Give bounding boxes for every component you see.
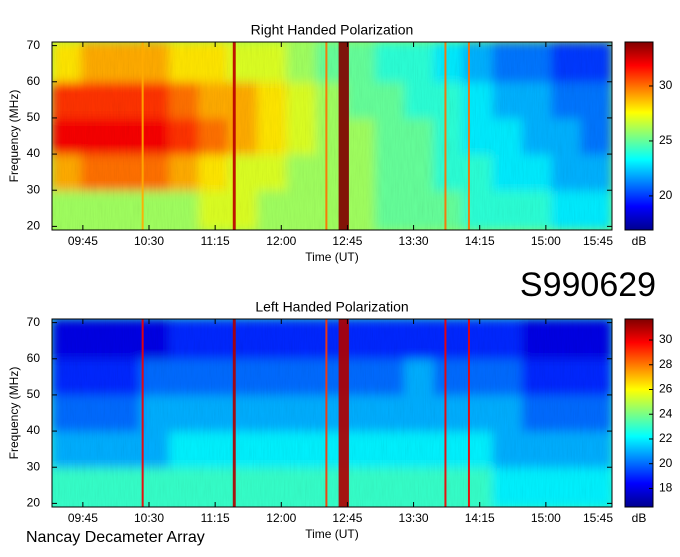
y-tick-label: 40 [27, 423, 41, 437]
y-tick-label: 60 [27, 74, 41, 88]
x-tick-label: 13:30 [399, 511, 429, 525]
plot-area [52, 42, 612, 230]
burst [232, 319, 236, 507]
observation-id: S990629 [520, 266, 656, 304]
burst [325, 42, 328, 230]
y-tick-label: 30 [27, 459, 41, 473]
colorbar-tick-label: 30 [659, 332, 673, 346]
x-tick-label: 15:45 [583, 234, 613, 248]
credit: Nancay Decameter Array [26, 529, 205, 546]
x-tick-label: 09:45 [68, 511, 98, 525]
burst [467, 42, 470, 230]
texture [52, 42, 612, 230]
x-tick-label: 10:30 [134, 511, 164, 525]
burst [444, 42, 447, 230]
y-axis-label: Frequency (MHz) [7, 367, 21, 460]
x-tick-label: 12:45 [332, 511, 362, 525]
y-tick-label: 30 [27, 182, 41, 196]
y-tick-label: 50 [27, 387, 41, 401]
colorbar [624, 41, 654, 231]
burst [444, 319, 447, 507]
colorbar-tick-label: 20 [659, 188, 673, 202]
burst [338, 319, 349, 507]
burst [325, 319, 328, 507]
plot-frame [51, 41, 613, 231]
texture [52, 319, 612, 507]
y-axis-label: Frequency (MHz) [7, 90, 21, 183]
colorbar-tick-label: 30 [659, 78, 673, 92]
colorbar-tick-label: 22 [659, 431, 673, 445]
colorbar-tick-label: 18 [659, 481, 673, 495]
x-axis-label: Time (UT) [305, 527, 359, 541]
x-tick-label: 14:15 [465, 234, 495, 248]
x-tick-label: 11:15 [201, 234, 230, 248]
colorbar-label: dB [632, 511, 647, 525]
plot-area [52, 319, 612, 507]
colorbar-tick-label: 28 [659, 357, 673, 371]
x-axis-label: Time (UT) [305, 250, 359, 264]
colorbar-label: dB [632, 234, 647, 248]
colorbar [624, 318, 654, 508]
x-tick-label: 11:15 [201, 511, 230, 525]
x-tick-label: 12:00 [266, 511, 296, 525]
x-tick-label: 12:45 [332, 234, 362, 248]
burst [141, 42, 144, 230]
y-tick-label: 20 [27, 496, 41, 510]
plot-frame [51, 318, 613, 508]
colorbar-tick-label: 20 [659, 456, 673, 470]
y-tick-label: 70 [27, 38, 41, 52]
colorbar-tick-label: 26 [659, 382, 673, 396]
y-tick-label: 70 [27, 315, 41, 329]
y-tick-label: 60 [27, 351, 41, 365]
x-tick-label: 15:45 [583, 511, 613, 525]
burst [141, 319, 144, 507]
burst [338, 42, 349, 230]
x-tick-label: 12:00 [266, 234, 296, 248]
burst [232, 42, 236, 230]
x-tick-label: 10:30 [134, 234, 164, 248]
x-tick-label: 15:00 [531, 234, 561, 248]
burst [467, 319, 470, 507]
y-tick-label: 50 [27, 110, 41, 124]
y-tick-label: 20 [27, 219, 41, 233]
colorbar-tick-label: 24 [659, 406, 673, 420]
colorbar-tick-label: 25 [659, 133, 673, 147]
x-tick-label: 14:15 [465, 511, 495, 525]
x-tick-label: 13:30 [399, 234, 429, 248]
y-tick-label: 40 [27, 146, 41, 160]
x-tick-label: 09:45 [68, 234, 98, 248]
x-tick-label: 15:00 [531, 511, 561, 525]
chart-title: Left Handed Polarization [255, 299, 408, 315]
chart-title: Right Handed Polarization [251, 22, 414, 38]
